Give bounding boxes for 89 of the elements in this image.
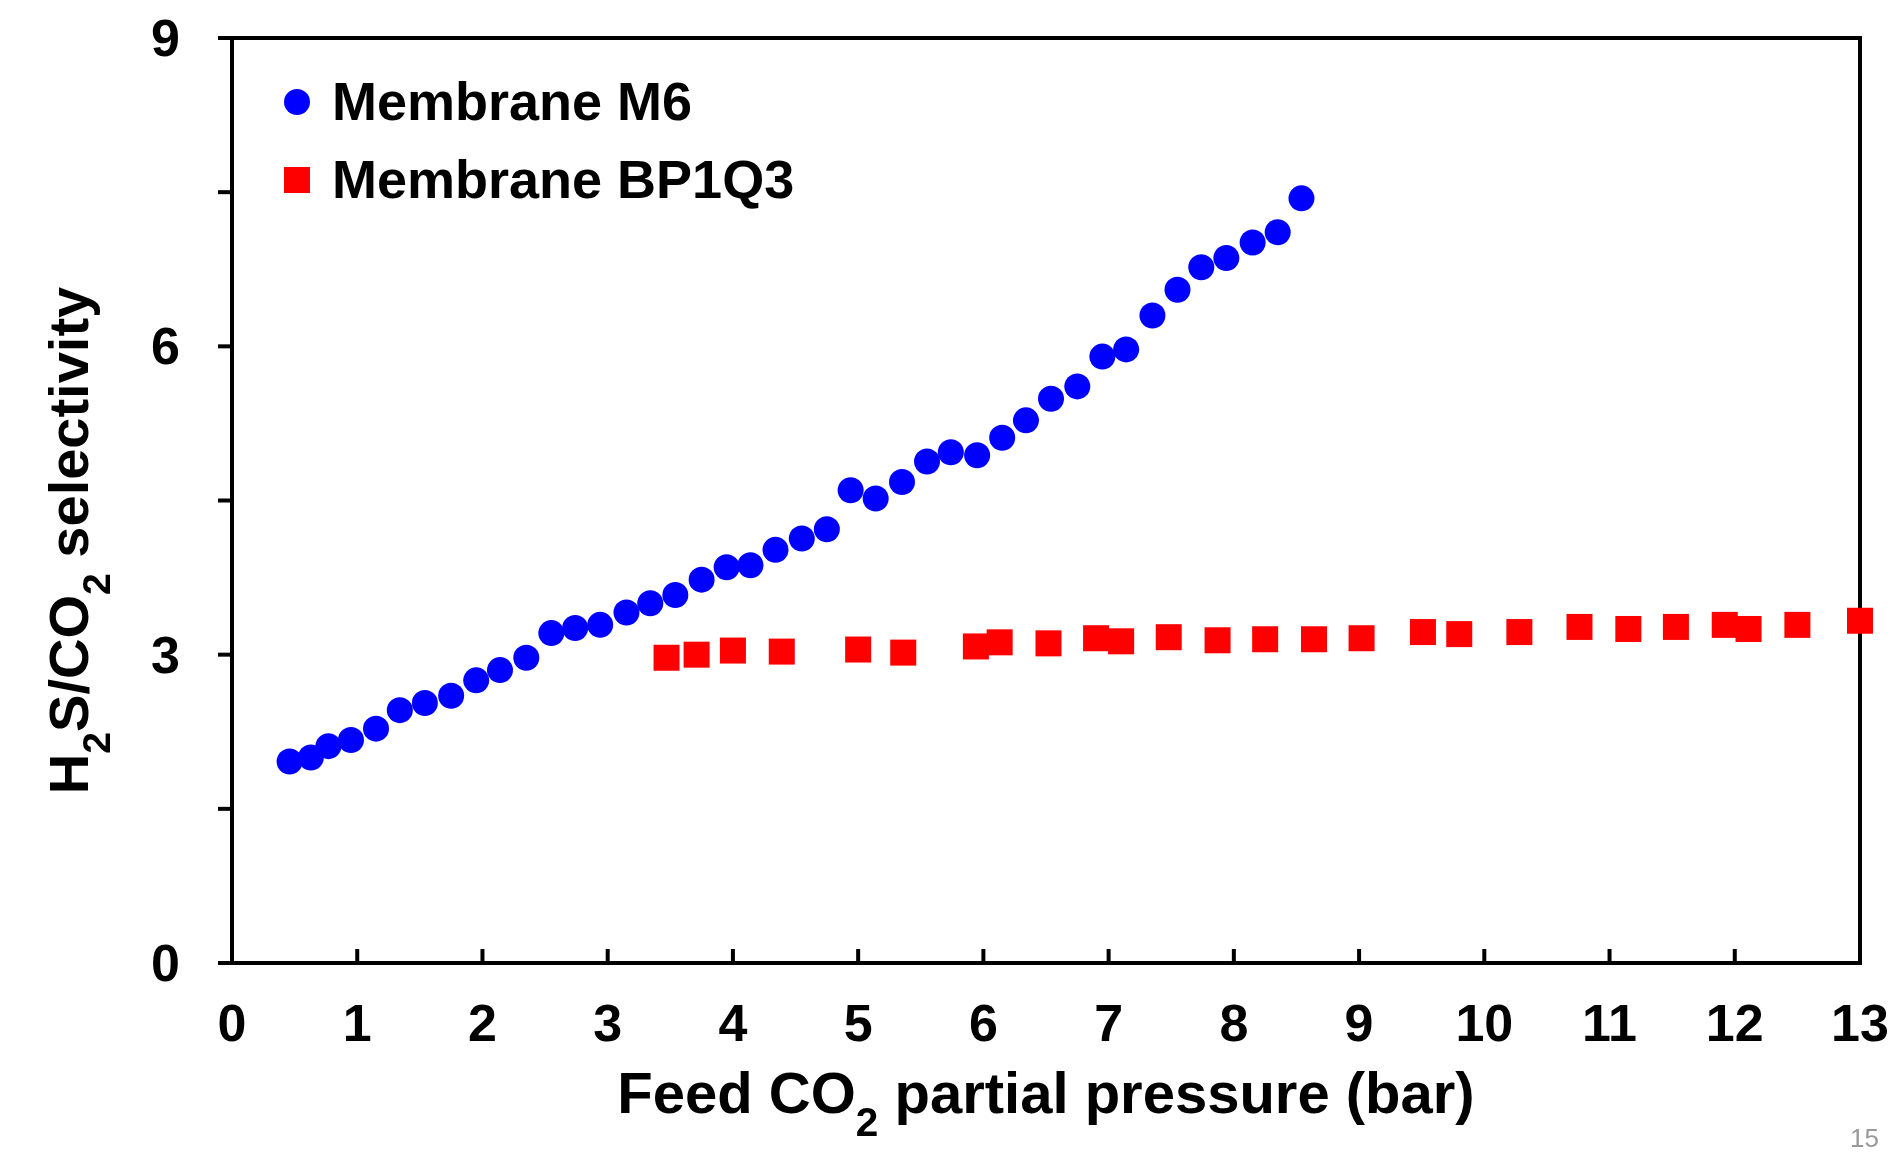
x-tick-label: 2 bbox=[468, 994, 497, 1052]
y-tick-label: 9 bbox=[151, 9, 180, 67]
point bbox=[813, 516, 840, 543]
x-axis-title: Feed CO$_{2}$ partial pressure (bar) bbox=[617, 1060, 1475, 1145]
point bbox=[1506, 619, 1533, 646]
point bbox=[653, 644, 680, 671]
point bbox=[438, 682, 465, 709]
text: 15 bbox=[1850, 1123, 1879, 1153]
point bbox=[719, 637, 746, 664]
y-tick-label: 0 bbox=[151, 934, 180, 992]
legend-label: Membrane BP1Q3 bbox=[332, 149, 795, 209]
point bbox=[688, 566, 715, 593]
point bbox=[276, 748, 303, 775]
point bbox=[1113, 336, 1140, 363]
point bbox=[1735, 615, 1762, 642]
point bbox=[1239, 229, 1266, 256]
point bbox=[1409, 619, 1436, 646]
point bbox=[1155, 624, 1182, 651]
point bbox=[1711, 611, 1738, 638]
x-tick-label: 13 bbox=[1831, 994, 1889, 1052]
point bbox=[1348, 625, 1375, 652]
x-tick-label: 0 bbox=[217, 994, 247, 1052]
point bbox=[315, 733, 342, 760]
x-tick-label: 12 bbox=[1705, 994, 1764, 1052]
point bbox=[986, 629, 1013, 656]
point bbox=[989, 424, 1016, 451]
point bbox=[486, 657, 513, 684]
point bbox=[888, 469, 915, 495]
point bbox=[1164, 276, 1191, 303]
point bbox=[1264, 219, 1291, 246]
point bbox=[1300, 626, 1327, 653]
point bbox=[1252, 626, 1279, 653]
point bbox=[1188, 254, 1215, 281]
x-tick-label: 3 bbox=[593, 994, 623, 1052]
x-tick-label: 9 bbox=[1344, 994, 1374, 1052]
point bbox=[1083, 625, 1110, 652]
point bbox=[937, 439, 964, 466]
point bbox=[1566, 613, 1593, 640]
point bbox=[386, 697, 413, 724]
point bbox=[411, 689, 438, 716]
point bbox=[538, 620, 565, 647]
point bbox=[768, 638, 795, 665]
point bbox=[613, 599, 640, 626]
point bbox=[1213, 244, 1240, 271]
point bbox=[1038, 385, 1065, 412]
point bbox=[890, 639, 917, 666]
point bbox=[1108, 628, 1135, 655]
point bbox=[1089, 343, 1116, 370]
legend-label: Membrane M6 bbox=[332, 71, 693, 131]
point bbox=[1662, 613, 1689, 640]
point bbox=[662, 582, 689, 609]
point bbox=[964, 442, 991, 469]
x-tick-label: 8 bbox=[1219, 994, 1249, 1052]
point bbox=[713, 554, 740, 581]
point bbox=[637, 590, 664, 617]
point bbox=[683, 641, 710, 668]
point bbox=[337, 726, 364, 753]
point bbox=[962, 633, 989, 660]
point bbox=[845, 636, 872, 663]
point bbox=[862, 485, 889, 512]
point bbox=[1064, 373, 1091, 400]
x-tick-label: 4 bbox=[718, 994, 748, 1052]
point bbox=[788, 525, 815, 552]
y-tick-label: 6 bbox=[151, 317, 180, 376]
x-tick-label: 7 bbox=[1094, 994, 1124, 1052]
point bbox=[914, 448, 941, 475]
point bbox=[1446, 621, 1473, 648]
y-tick-label: 3 bbox=[151, 625, 180, 684]
point bbox=[1615, 615, 1642, 642]
point bbox=[1784, 611, 1811, 638]
point bbox=[463, 667, 490, 694]
point bbox=[762, 536, 789, 563]
x-tick-label: 6 bbox=[968, 994, 998, 1052]
point bbox=[1847, 607, 1873, 634]
point bbox=[837, 477, 864, 504]
point bbox=[562, 614, 589, 641]
point bbox=[1204, 627, 1231, 654]
point bbox=[1035, 630, 1062, 657]
point bbox=[737, 552, 764, 579]
point bbox=[1139, 302, 1166, 329]
x-tick-label: 10 bbox=[1455, 994, 1514, 1052]
point bbox=[587, 611, 614, 638]
point bbox=[1288, 185, 1315, 212]
point bbox=[513, 644, 540, 671]
x-tick-label: 5 bbox=[843, 994, 873, 1052]
point bbox=[1012, 407, 1039, 434]
x-tick-label: 11 bbox=[1582, 994, 1638, 1052]
x-tick-label: 1 bbox=[342, 994, 372, 1052]
point bbox=[363, 715, 390, 742]
